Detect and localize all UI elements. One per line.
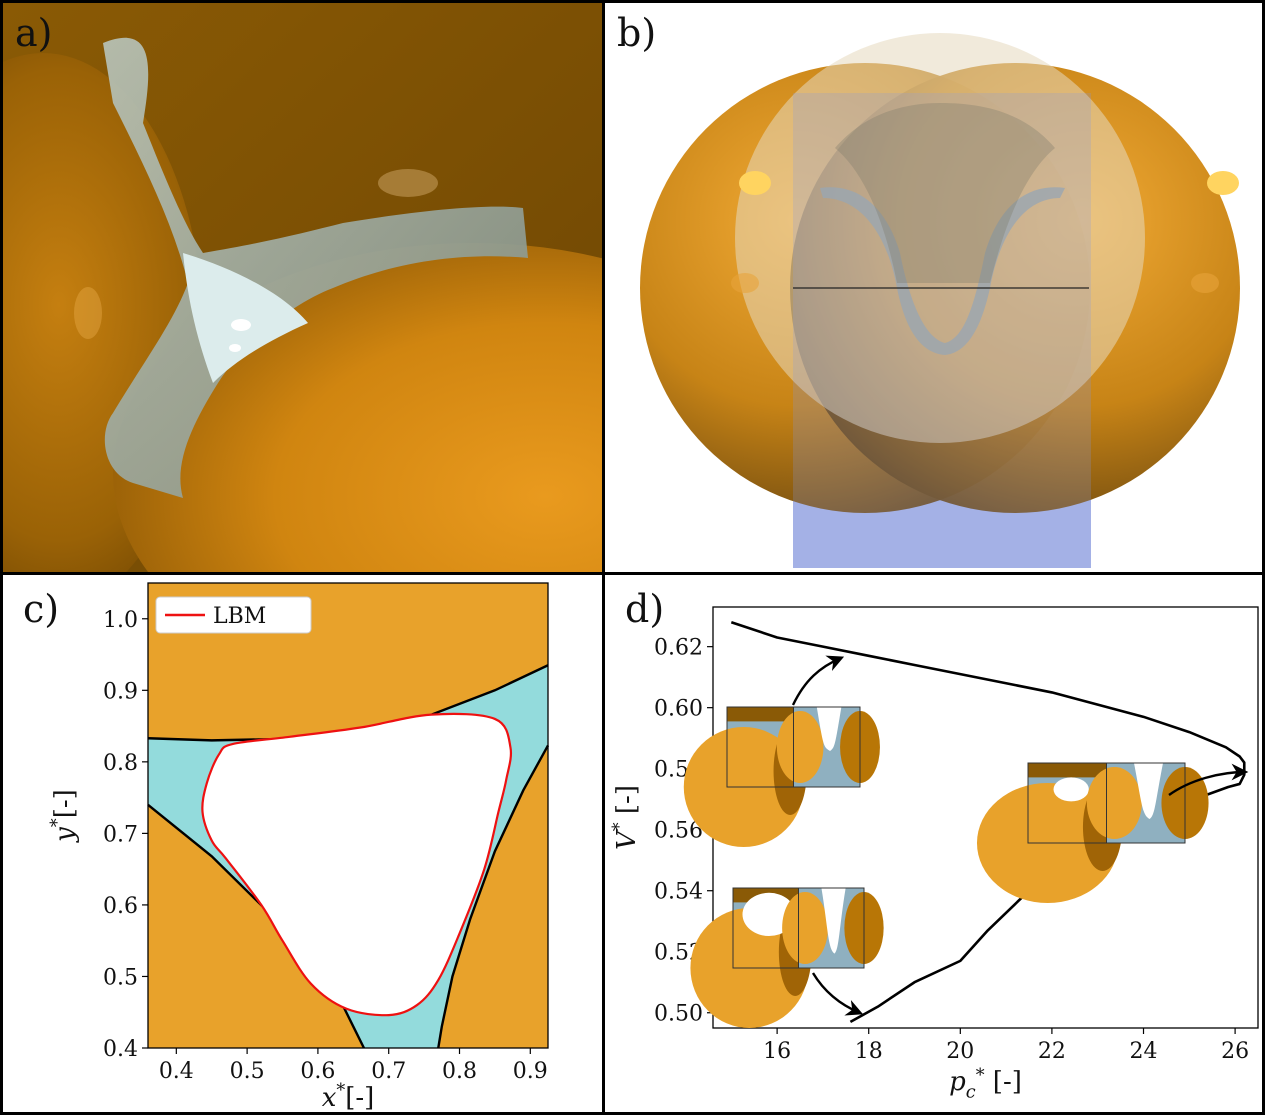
inset-grain: [1086, 767, 1142, 839]
y-tick-label: 0.60: [654, 697, 703, 722]
inset-grain: [776, 711, 824, 783]
inset-upper: [683, 706, 880, 847]
y-axis-label: y*[-]: [48, 789, 80, 843]
x-axis-label: pc* [-]: [949, 1066, 1022, 1102]
gas-bubble: [202, 713, 511, 1016]
x-tick-label: 16: [763, 1039, 791, 1064]
panel-c: c) 0.4 0.5 0.6 0.7 0.8 0.9 0.4 0.5 0.6 0.7 0.8 0.9 1…: [0, 572, 605, 1115]
inset-gas-finger: [1133, 763, 1164, 819]
x-tick-label: 0.5: [230, 1059, 265, 1084]
y-tick-label: 0.4: [103, 1037, 138, 1062]
y-tick-label: 0.7: [103, 822, 138, 847]
render-b: [640, 33, 1240, 568]
inset-grain-top: [727, 707, 794, 722]
panel-c-label: c): [23, 587, 60, 631]
x-axis-label: x*[-]: [322, 1081, 375, 1112]
x-tick-label: 0.6: [300, 1059, 335, 1084]
panel-b-label: b): [617, 11, 657, 55]
render-a: [3, 3, 602, 572]
y-tick-label: 0.6: [103, 894, 138, 919]
volume-pressure-plot-area: [730, 621, 1246, 1024]
inset-bubble: [1053, 777, 1089, 802]
x-tick-label: 0.7: [371, 1059, 406, 1084]
lbm-interface-line: [201, 712, 513, 1017]
panel-a: a): [0, 0, 605, 575]
cross-section-axes: 0.4 0.5 0.6 0.7 0.8 0.9 0.4 0.5 0.6 0.7 0.8 0.9 1.0 x…: [48, 582, 549, 1112]
cross-section-legend: LBM: [155, 596, 312, 634]
y-tick-label: 1.0: [103, 608, 138, 633]
cross-section-plot-area: [147, 583, 550, 1049]
y-tick-label: 0.5: [103, 965, 138, 990]
arrow-lower: [811, 972, 864, 1016]
arrow-right: [1168, 763, 1249, 796]
inset-gas-finger: [821, 888, 846, 954]
inset-grain: [782, 892, 828, 964]
y-tick-label: 0.56: [654, 819, 703, 844]
y-tick-label: 0.54: [654, 880, 703, 905]
x-tick-label: 20: [946, 1039, 974, 1064]
inset-grain-top: [1028, 763, 1107, 778]
y-tick-label: 0.62: [654, 636, 703, 661]
grain-left-region: [148, 804, 364, 1048]
panel-a-label: a): [15, 11, 53, 55]
legend-box: [155, 596, 312, 634]
x-tick-label: 26: [1221, 1039, 1249, 1064]
inset-right: [976, 762, 1209, 903]
grain-right-boundary: [437, 744, 550, 1049]
x-tick-label: 0.9: [513, 1059, 548, 1084]
y-tick-label: 0.9: [103, 679, 138, 704]
volume-pressure-axes: 16 18 20 22 24 260.500.520.540.560.580.600.62…: [610, 606, 1259, 1102]
x-tick-label: 22: [1038, 1039, 1066, 1064]
volume-pressure-insets: [683, 655, 1249, 1028]
plot-frame: [147, 582, 549, 1049]
y-axis-label: V* [-]: [610, 785, 642, 850]
grain-right-region: [438, 745, 548, 1048]
panel-d-label: d): [625, 587, 665, 631]
volume-pressure-chart: 16 18 20 22 24 260.500.520.540.560.580.600.62…: [610, 606, 1259, 1102]
inset-gas-finger: [816, 707, 842, 751]
volume-curve: [730, 621, 1246, 1024]
x-tick-label: 18: [855, 1039, 883, 1064]
y-tick-label: 0.50: [654, 1002, 703, 1027]
inset-lower: [690, 887, 884, 1028]
x-tick-label: 0.8: [442, 1059, 477, 1084]
x-tick-label: 24: [1130, 1039, 1158, 1064]
legend-label-lbm: LBM: [213, 604, 266, 629]
arrow-upper: [791, 655, 845, 706]
panel-b: b): [602, 0, 1265, 575]
y-tick-label: 0.8: [103, 751, 138, 776]
panel-d: d) 16 18 20 22 24 26 0.50 0.52 0.54 0.56 0.58 0.60 0…: [602, 572, 1265, 1115]
cross-section-chart: 0.4 0.5 0.6 0.7 0.8 0.9 0.4 0.5 0.6 0.7 0.8 0.9 1.0 x…: [48, 582, 550, 1112]
x-tick-label: 0.4: [159, 1059, 194, 1084]
